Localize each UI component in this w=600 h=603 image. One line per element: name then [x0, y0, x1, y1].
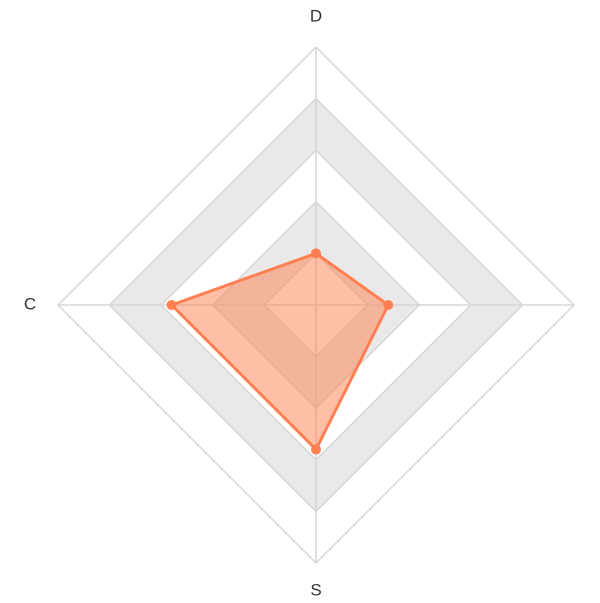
axis-label: S — [310, 580, 321, 599]
data-point — [311, 444, 321, 455]
axis-label: D — [310, 6, 322, 25]
data-point — [166, 300, 177, 310]
data-point — [311, 248, 321, 259]
axis-label: C — [24, 294, 36, 313]
data-point — [383, 300, 394, 310]
